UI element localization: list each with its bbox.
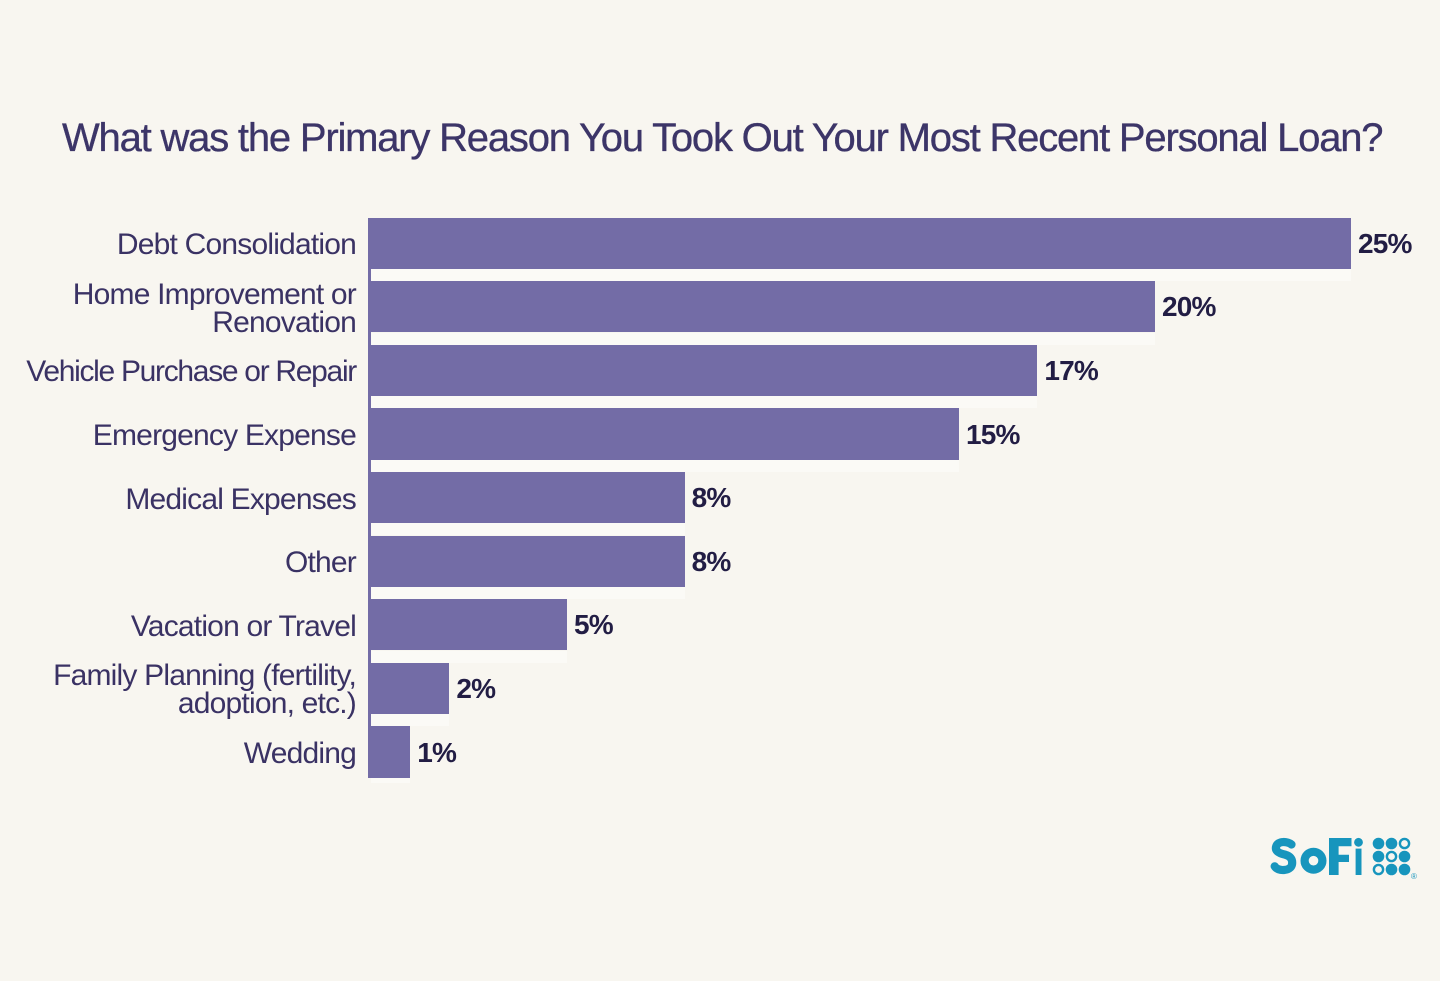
svg-text:®: ® [1411,872,1417,881]
